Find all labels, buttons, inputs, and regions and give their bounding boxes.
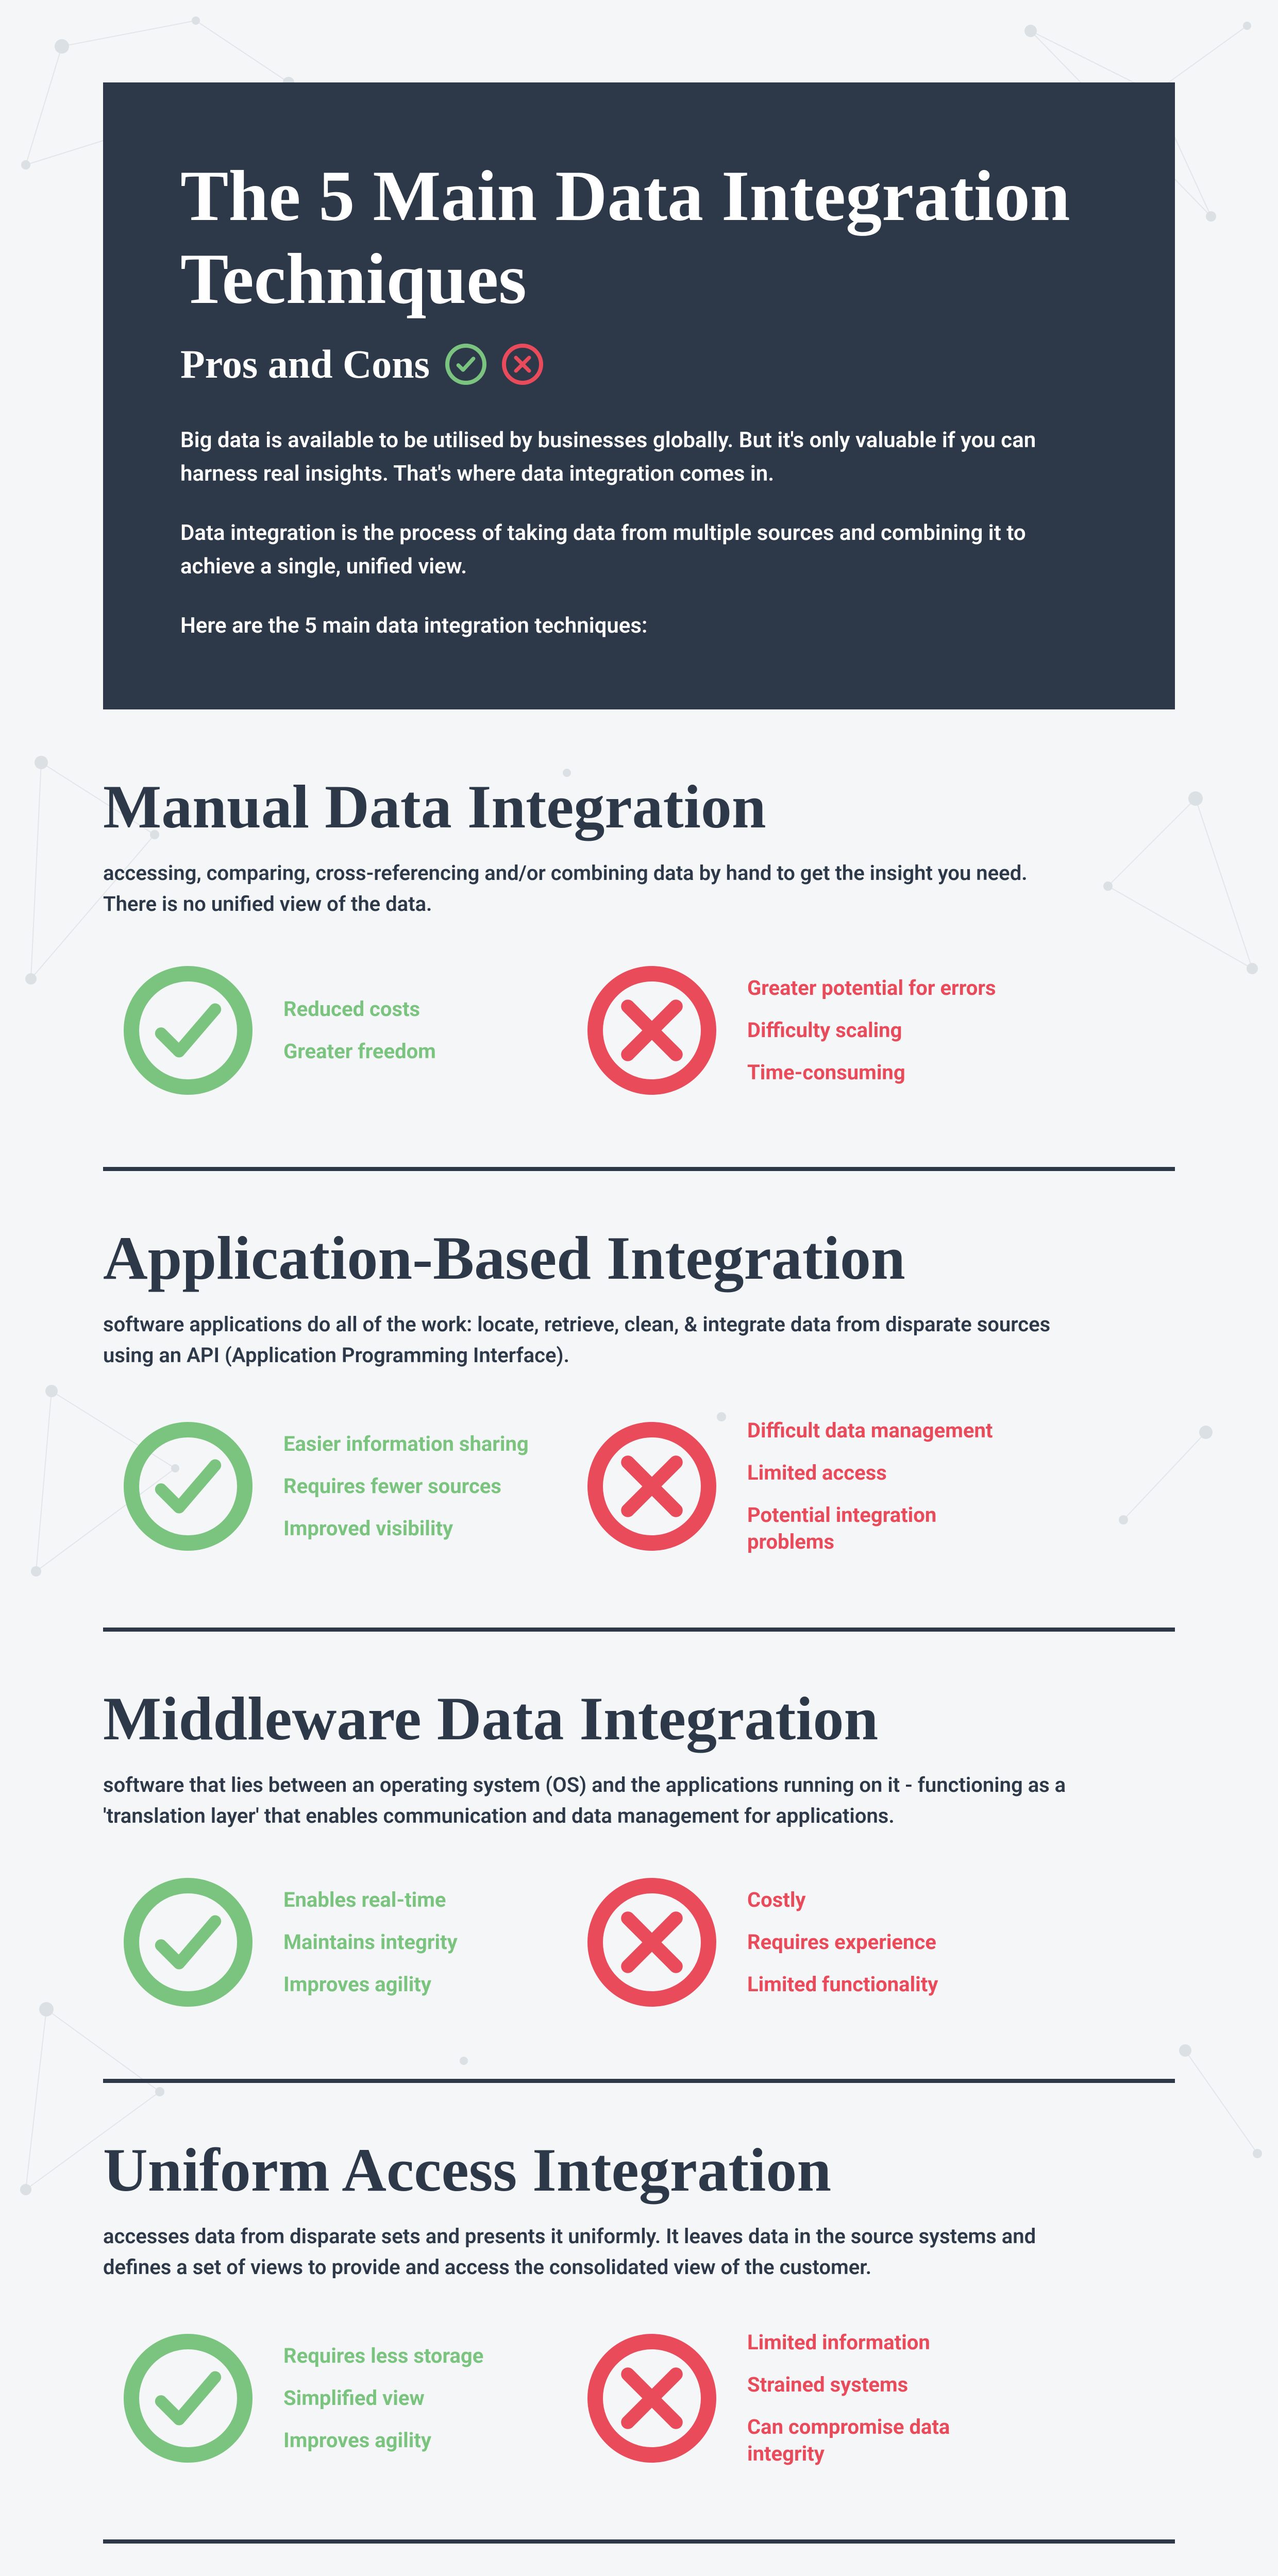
check-icon [124,1878,253,2007]
pro-item: Reduced costs [283,996,557,1023]
hero-paragraph: Big data is available to be utilised by … [180,423,1098,490]
section-description: software applications do all of the work… [103,1309,1082,1371]
section-title: Application-Based Integration [103,1223,1175,1294]
cross-icon [587,1422,716,1551]
pro-item: Easier information sharing [283,1431,557,1458]
pros-list: Enables real-time Maintains integrity Impr… [283,1887,557,1998]
cross-icon [587,1878,716,2007]
section-title: Uniform Access Integration [103,2134,1175,2206]
section-description: accesses data from disparate sets and pr… [103,2221,1082,2283]
cross-icon [587,2334,716,2463]
pro-item: Requires fewer sources [283,1473,557,1500]
cons-list: Costly Requires experience Limited functio… [747,1887,1020,1998]
con-item: Requires experience [747,1929,1020,1956]
check-icon [124,1422,253,1551]
technique-section: Data Warehouse Approach retrieves and un… [103,2539,1175,2576]
pros-list: Easier information sharing Requires fewer… [283,1431,557,1542]
check-icon [445,344,486,385]
pros-cons-row: Easier information sharing Requires fewer… [103,1417,1175,1555]
con-item: Limited functionality [747,1971,1020,1998]
technique-section: Uniform Access Integration accesses data… [103,2079,1175,2498]
con-item: Difficult data management [747,1417,1020,1444]
con-item: Costly [747,1887,1020,1913]
con-item: Can compromise data integrity [747,2414,1020,2467]
con-item: Greater potential for errors [747,975,1020,1002]
pro-item: Greater freedom [283,1038,557,1065]
con-item: Potential integration problems [747,1502,1020,1555]
pros-cons-row: Requires less storage Simplified view Impr… [103,2329,1175,2467]
check-icon [124,2334,253,2463]
hero-subtitle-row: Pros and Cons [180,341,1098,387]
pro-item: Improved visibility [283,1515,557,1542]
section-title: Manual Data Integration [103,771,1175,842]
check-icon [124,966,253,1095]
cross-icon [587,966,716,1095]
technique-section: Application-Based Integration software a… [103,1167,1175,1586]
pro-item: Improves agility [283,2427,557,2454]
cons-list: Difficult data management Limited access P… [747,1417,1020,1555]
pros-cons-row: Reduced costs Greater freedom Greater pot… [103,966,1175,1095]
hero-panel: The 5 Main Data Integration Techniques P… [103,82,1175,709]
section-title: Middleware Data Integration [103,1683,1175,1754]
hero-subtitle: Pros and Cons [180,341,430,387]
pro-item: Requires less storage [283,2343,557,2369]
pro-item: Maintains integrity [283,1929,557,1956]
pros-list: Requires less storage Simplified view Impr… [283,2343,557,2454]
technique-section: Manual Data Integration accessing, compa… [103,771,1175,1126]
con-item: Difficulty scaling [747,1017,1020,1044]
infographic-page: The 5 Main Data Integration Techniques P… [0,0,1278,2576]
cons-list: Greater potential for errors Difficulty s… [747,975,1020,1086]
con-item: Limited information [747,2329,1020,2356]
technique-section: Middleware Data Integration software tha… [103,1628,1175,2038]
pros-cons-row: Enables real-time Maintains integrity Impr… [103,1878,1175,2007]
pro-item: Simplified view [283,2385,557,2412]
con-item: Time-consuming [747,1059,1020,1086]
hero-title: The 5 Main Data Integration Techniques [180,155,1098,320]
pros-list: Reduced costs Greater freedom [283,996,557,1065]
section-description: accessing, comparing, cross-referencing … [103,858,1082,920]
pro-item: Improves agility [283,1971,557,1998]
section-description: software that lies between an operating … [103,1770,1082,1832]
hero-paragraph: Data integration is the process of takin… [180,516,1098,583]
con-item: Limited access [747,1460,1020,1486]
hero-paragraph: Here are the 5 main data integration tec… [180,609,1098,642]
con-item: Strained systems [747,2371,1020,2398]
cross-icon [502,344,543,385]
cons-list: Limited information Strained systems Can c… [747,2329,1020,2467]
pro-item: Enables real-time [283,1887,557,1913]
